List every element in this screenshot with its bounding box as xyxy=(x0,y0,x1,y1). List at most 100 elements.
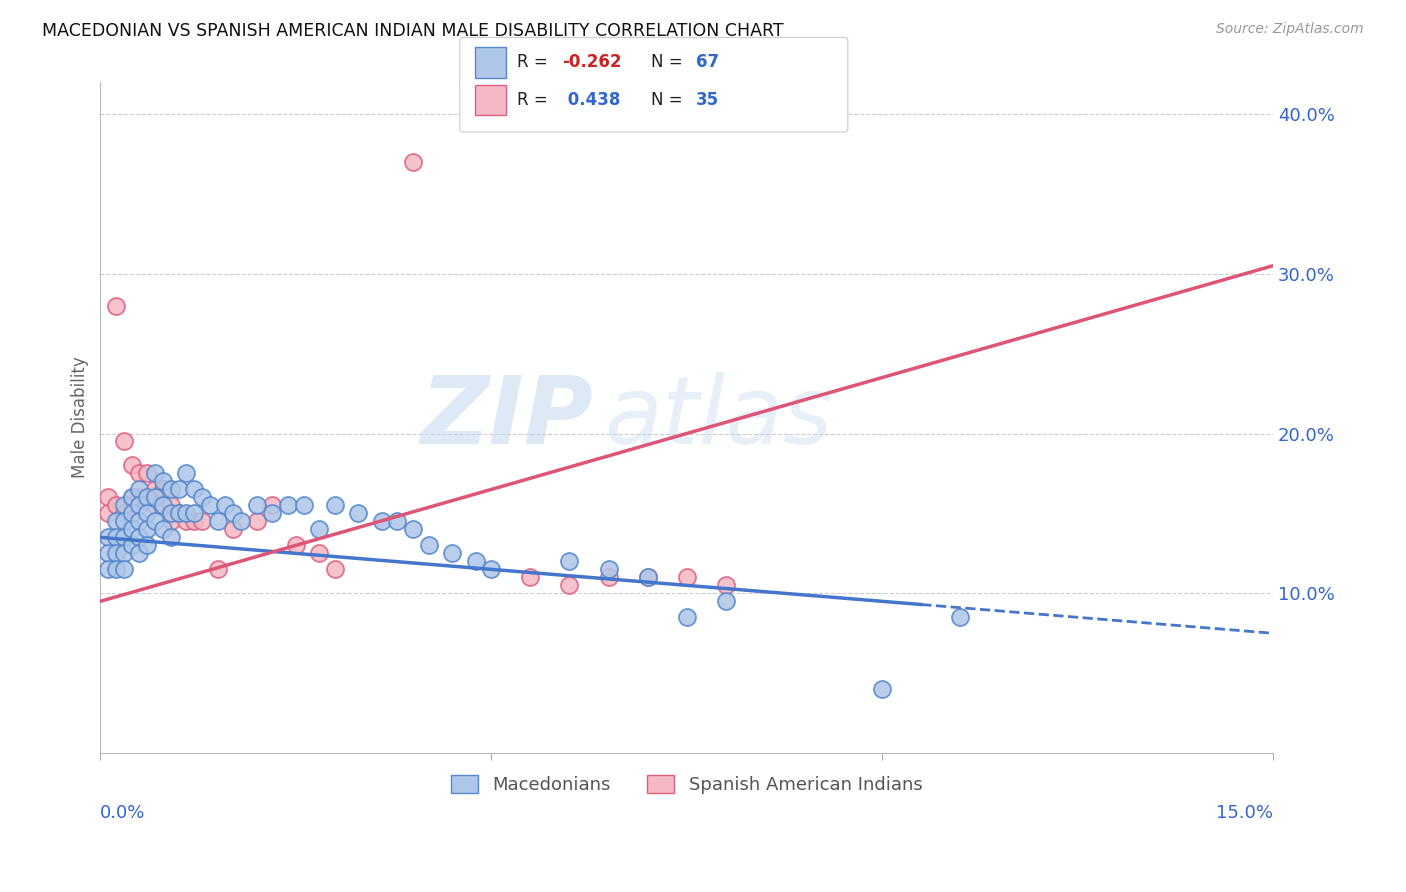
Text: 67: 67 xyxy=(696,54,718,71)
Point xyxy=(152,499,174,513)
Point xyxy=(229,515,252,529)
Point xyxy=(222,507,245,521)
Point xyxy=(97,546,120,560)
Text: atlas: atlas xyxy=(605,372,832,463)
Point xyxy=(112,507,135,521)
Text: -0.262: -0.262 xyxy=(562,54,621,71)
Point xyxy=(558,554,581,568)
Point xyxy=(128,483,150,497)
Point xyxy=(167,507,190,521)
Point xyxy=(136,522,159,536)
Point xyxy=(176,515,198,529)
Point xyxy=(112,562,135,576)
Point xyxy=(143,491,166,505)
Point xyxy=(714,578,737,592)
Point xyxy=(479,562,502,576)
Text: 0.438: 0.438 xyxy=(562,91,621,109)
Point xyxy=(675,610,697,624)
Point xyxy=(637,570,659,584)
Point xyxy=(183,507,205,521)
Point xyxy=(136,491,159,505)
Point xyxy=(222,522,245,536)
Point xyxy=(152,483,174,497)
Point xyxy=(152,475,174,489)
Point xyxy=(214,499,236,513)
Point xyxy=(207,562,229,576)
Point xyxy=(308,522,330,536)
Point xyxy=(159,499,181,513)
Point xyxy=(519,570,541,584)
Text: N =: N = xyxy=(651,54,688,71)
Point xyxy=(870,682,893,697)
Point xyxy=(347,507,370,521)
Point xyxy=(143,483,166,497)
Point xyxy=(246,499,269,513)
Point xyxy=(637,570,659,584)
Point xyxy=(207,515,229,529)
Point xyxy=(128,530,150,544)
Point xyxy=(97,491,120,505)
Point xyxy=(598,570,620,584)
Point xyxy=(418,538,440,552)
Point xyxy=(121,507,143,521)
Point xyxy=(128,515,150,529)
Point xyxy=(143,467,166,481)
Legend: Macedonians, Spanish American Indians: Macedonians, Spanish American Indians xyxy=(444,767,929,801)
Point xyxy=(112,546,135,560)
Text: N =: N = xyxy=(651,91,688,109)
Point xyxy=(112,515,135,529)
Point xyxy=(323,562,346,576)
Point xyxy=(128,546,150,560)
Point xyxy=(176,467,198,481)
Point xyxy=(104,546,127,560)
Point xyxy=(191,515,214,529)
Point xyxy=(121,491,143,505)
Text: MACEDONIAN VS SPANISH AMERICAN INDIAN MALE DISABILITY CORRELATION CHART: MACEDONIAN VS SPANISH AMERICAN INDIAN MA… xyxy=(42,22,783,40)
Point xyxy=(262,499,284,513)
Point xyxy=(402,522,425,536)
Text: ZIP: ZIP xyxy=(420,372,593,464)
Point xyxy=(183,483,205,497)
Text: R =: R = xyxy=(517,91,554,109)
Point xyxy=(104,562,127,576)
Point xyxy=(104,499,127,513)
Point xyxy=(112,434,135,449)
Point xyxy=(159,515,181,529)
Point xyxy=(191,491,214,505)
Text: 15.0%: 15.0% xyxy=(1216,805,1272,822)
Y-axis label: Male Disability: Male Disability xyxy=(72,357,89,478)
Point xyxy=(284,538,307,552)
Text: R =: R = xyxy=(517,54,554,71)
Point xyxy=(121,491,143,505)
Point xyxy=(308,546,330,560)
Point xyxy=(128,499,150,513)
Point xyxy=(121,522,143,536)
Point xyxy=(97,507,120,521)
Point xyxy=(121,458,143,473)
Point xyxy=(558,578,581,592)
Point xyxy=(167,483,190,497)
Point xyxy=(675,570,697,584)
Point xyxy=(112,499,135,513)
Point xyxy=(371,515,394,529)
Point xyxy=(292,499,315,513)
Point xyxy=(402,154,425,169)
Point xyxy=(104,530,127,544)
Text: 0.0%: 0.0% xyxy=(100,805,146,822)
Point xyxy=(97,562,120,576)
Point xyxy=(152,522,174,536)
Point xyxy=(97,530,120,544)
Point xyxy=(176,507,198,521)
Point xyxy=(136,467,159,481)
Point xyxy=(136,507,159,521)
Point xyxy=(143,499,166,513)
Point xyxy=(714,594,737,608)
Point xyxy=(183,515,205,529)
Point xyxy=(128,467,150,481)
Point xyxy=(387,515,409,529)
Point xyxy=(277,499,299,513)
Point xyxy=(143,515,166,529)
Text: 35: 35 xyxy=(696,91,718,109)
Point xyxy=(128,491,150,505)
Point xyxy=(159,530,181,544)
